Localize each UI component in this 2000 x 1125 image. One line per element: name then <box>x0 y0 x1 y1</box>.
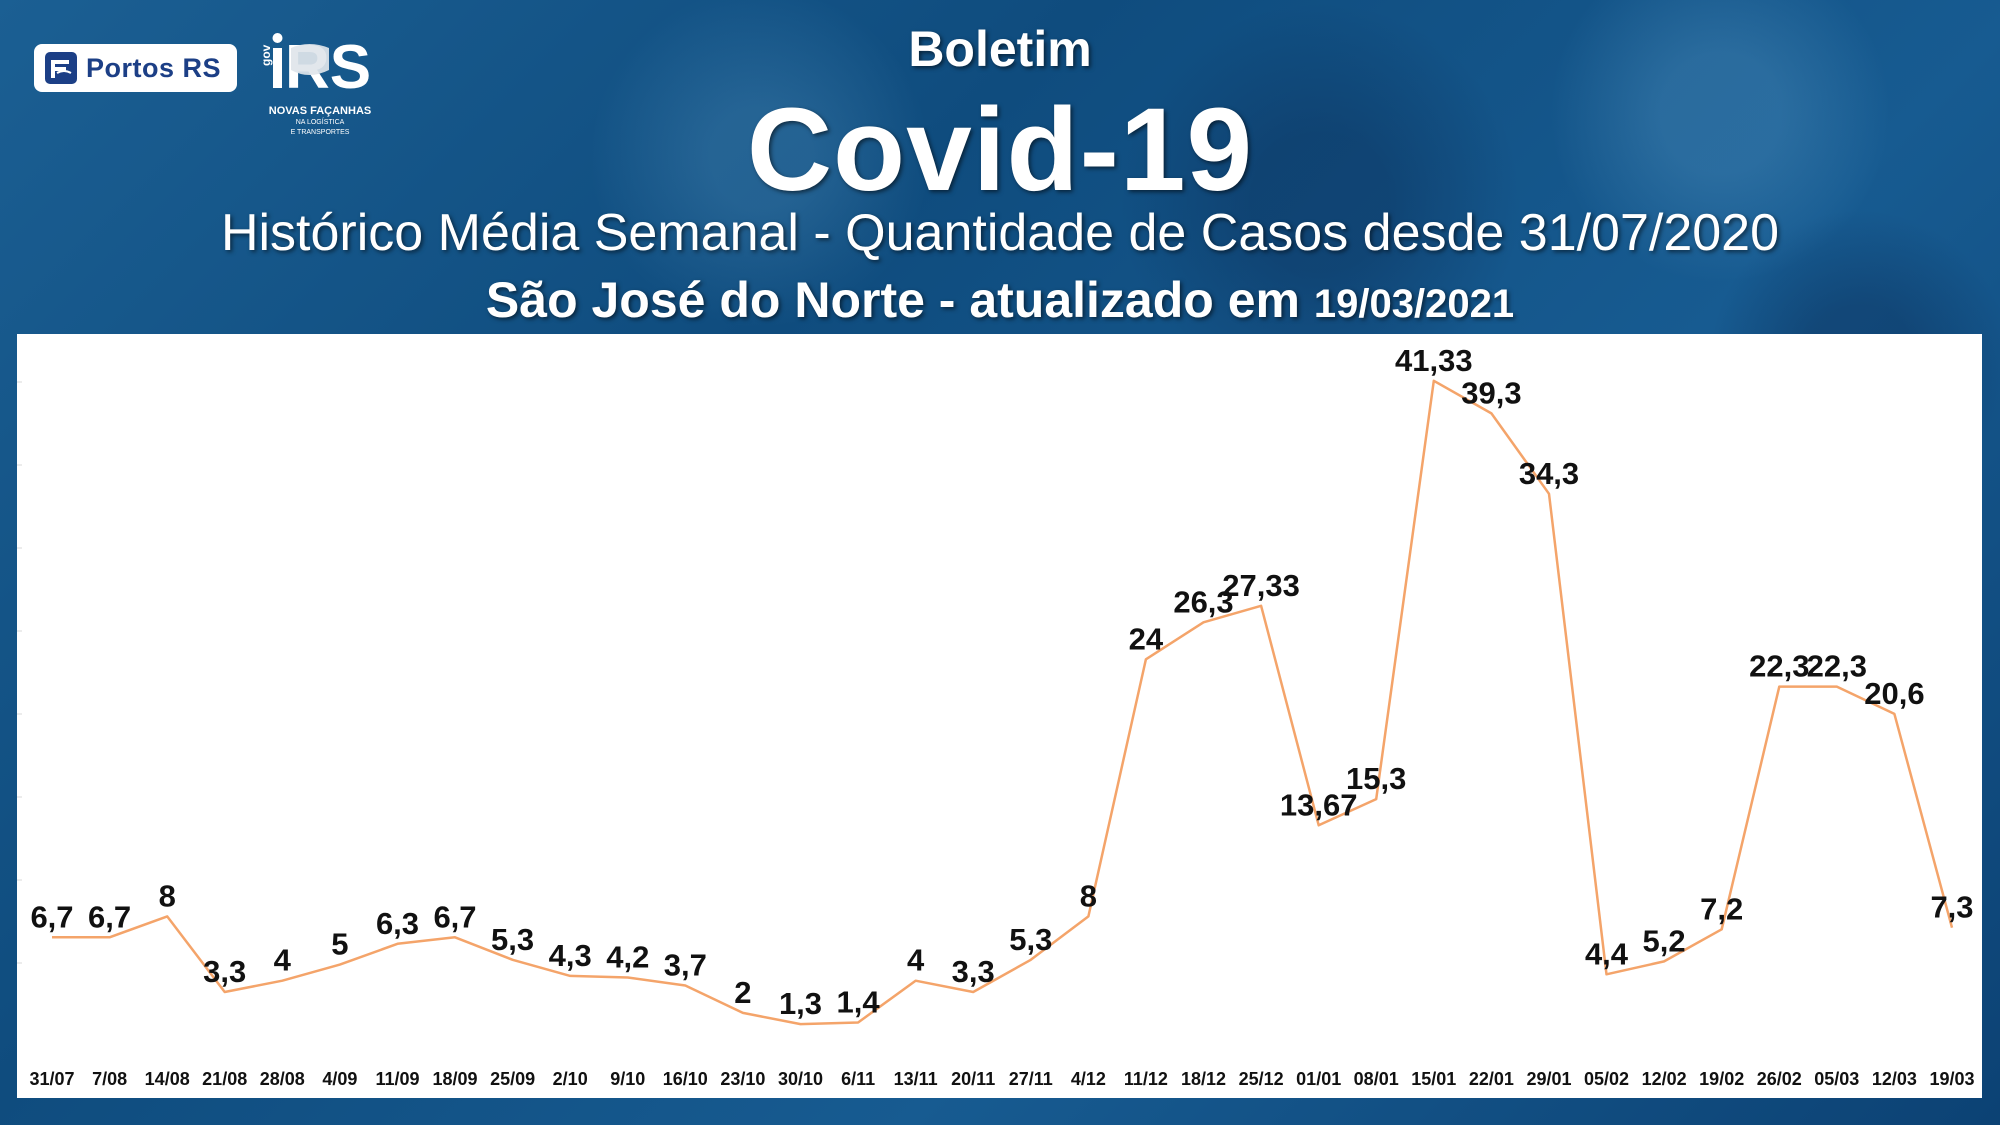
rs-gov-logo: gov RS NOVAS FAÇANHAS NA LOGÍSTICA E TRA… <box>259 26 391 144</box>
x-tick-label: 16/10 <box>663 1069 708 1089</box>
data-label: 7,3 <box>1930 890 1973 925</box>
data-label: 7,2 <box>1700 891 1743 926</box>
x-tick-label: 05/03 <box>1814 1069 1859 1089</box>
data-label: 4,2 <box>606 940 649 975</box>
x-tick-label: 05/02 <box>1584 1069 1629 1089</box>
x-tick-label: 30/10 <box>778 1069 823 1089</box>
x-tick-label: 28/08 <box>260 1069 305 1089</box>
x-tick-label: 12/02 <box>1642 1069 1687 1089</box>
data-label: 15,3 <box>1346 761 1406 796</box>
x-tick-label: 31/07 <box>29 1069 74 1089</box>
data-label: 8 <box>1080 878 1097 913</box>
data-label: 3,3 <box>952 954 995 989</box>
x-tick-label: 23/10 <box>720 1069 765 1089</box>
data-label: 4 <box>274 943 292 978</box>
line-chart: 6,7 6,7 8 3,3 4 5 6,3 6,7 5,3 4,3 4,2 3,7 2 1,3 1,4 4 3,… <box>17 343 1975 1089</box>
x-tick-label: 29/01 <box>1526 1069 1571 1089</box>
x-tick-label: 22/01 <box>1469 1069 1514 1089</box>
rs-emblem-icon: gov RS <box>259 33 371 102</box>
data-label: 5,3 <box>1009 922 1052 957</box>
portos-flag-icon <box>45 52 77 84</box>
data-label: 6,7 <box>88 899 131 934</box>
data-label: 5,3 <box>491 922 534 957</box>
data-label: 1,3 <box>779 986 822 1021</box>
data-label: 41,33 <box>1395 343 1473 378</box>
data-label: 6,7 <box>433 899 476 934</box>
data-label: 22,3 <box>1749 649 1809 684</box>
historico-subtitle: Histórico Média Semanal - Quantidade de … <box>220 204 1780 262</box>
data-label: 22,3 <box>1807 649 1867 684</box>
x-tick-label: 11/09 <box>375 1069 419 1089</box>
data-label: 39,3 <box>1461 375 1521 410</box>
x-tick-label: 01/01 <box>1296 1069 1341 1089</box>
location-subtitle: São José do Norte - atualizado em 19/03/… <box>0 270 2000 334</box>
rs-subtag-2: E TRANSPORTES <box>290 129 350 136</box>
x-tick-label: 11/12 <box>1124 1069 1168 1089</box>
location-prefix: São José do Norte - atualizado em <box>485 272 1314 328</box>
data-label: 8 <box>159 878 176 913</box>
x-tick-label: 27/11 <box>1009 1069 1053 1089</box>
data-label: 4,3 <box>549 938 592 973</box>
covid-title: Covid-19 <box>746 84 1254 216</box>
x-tick-label: 25/09 <box>490 1069 535 1089</box>
x-tick-label: 2/10 <box>553 1069 588 1089</box>
data-label: 3,7 <box>664 948 707 983</box>
boletim-title: Boletim <box>908 21 1092 77</box>
data-label: 2 <box>734 975 751 1010</box>
rs-subtag-1: NA LOGÍSTICA <box>295 119 345 126</box>
x-tick-label: 13/11 <box>894 1069 938 1089</box>
data-label: 1,4 <box>837 985 881 1020</box>
data-label: 4 <box>907 943 925 978</box>
data-label: 4,4 <box>1585 936 1629 971</box>
x-tick-label: 18/12 <box>1181 1069 1226 1089</box>
series-line <box>52 379 1954 1026</box>
data-label: 5 <box>331 927 348 962</box>
x-tick-label: 4/12 <box>1071 1069 1106 1089</box>
x-tick-label: 9/10 <box>610 1069 645 1089</box>
chart-panel: 6,7 6,7 8 3,3 4 5 6,3 6,7 5,3 4,3 4,2 3,7 2 1,3 1,4 4 3,… <box>17 334 1982 1098</box>
x-tick-label: 19/02 <box>1699 1069 1744 1089</box>
portos-label: Portos RS <box>86 52 222 83</box>
rs-tagline: NOVAS FAÇANHAS <box>268 105 372 117</box>
x-tick-label: 19/03 <box>1929 1069 1974 1089</box>
x-tick-label: 25/12 <box>1239 1069 1284 1089</box>
data-label: 20,6 <box>1864 676 1924 711</box>
x-tick-label: 7/08 <box>92 1069 127 1089</box>
x-tick-label: 26/02 <box>1757 1069 1802 1089</box>
data-label: 6,7 <box>30 899 73 934</box>
data-label: 6,3 <box>376 906 419 941</box>
y-axis-ticks <box>17 381 22 964</box>
data-label: 26,3 <box>1173 584 1233 619</box>
x-tick-label: 21/08 <box>202 1069 247 1089</box>
x-tick-label: 4/09 <box>322 1069 357 1089</box>
updated-date: 19/03/2021 <box>1313 282 1515 326</box>
x-tick-label: 08/01 <box>1354 1069 1399 1089</box>
x-tick-label: 12/03 <box>1872 1069 1917 1089</box>
data-label: 34,3 <box>1519 456 1579 491</box>
x-tick-label: 6/11 <box>841 1069 875 1089</box>
data-label: 24 <box>1129 621 1164 656</box>
x-tick-label: 15/01 <box>1411 1069 1456 1089</box>
data-label: 3,3 <box>203 954 246 989</box>
data-label: 13,67 <box>1280 787 1358 822</box>
x-tick-label: 20/11 <box>951 1069 995 1089</box>
rs-gov-text: gov <box>261 44 273 66</box>
logos: Portos RS gov RS NOVAS FAÇANHAS NA LOGÍS… <box>34 26 391 144</box>
x-tick-label: 18/09 <box>432 1069 477 1089</box>
data-label: 27,33 <box>1222 568 1300 603</box>
data-label: 5,2 <box>1643 923 1686 958</box>
x-tick-label: 14/08 <box>145 1069 190 1089</box>
portos-rs-logo: Portos RS <box>34 44 237 92</box>
